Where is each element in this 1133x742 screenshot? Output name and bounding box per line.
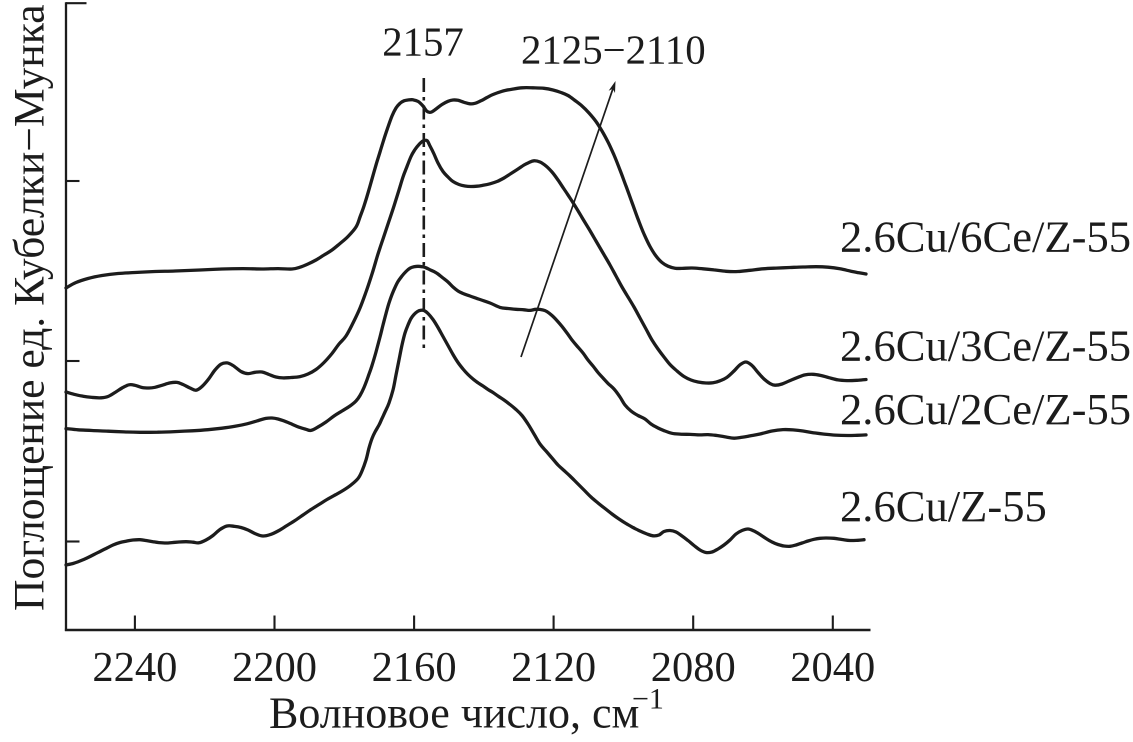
- svg-text:2157: 2157: [382, 19, 464, 64]
- svg-text:2040: 2040: [790, 644, 875, 691]
- svg-text:2080: 2080: [651, 644, 736, 691]
- svg-text:2125−2110: 2125−2110: [521, 28, 706, 73]
- svg-text:2.6Cu/2Ce/Z-55: 2.6Cu/2Ce/Z-55: [840, 384, 1131, 434]
- svg-text:2240: 2240: [92, 644, 177, 691]
- svg-text:Волновое число, см: Волновое число, см: [269, 689, 639, 738]
- svg-text:Поглощение ед. Кубелки−Мунка: Поглощение ед. Кубелки−Мунка: [6, 4, 54, 611]
- svg-text:2200: 2200: [232, 644, 317, 691]
- svg-text:2.6Cu/6Ce/Z-55: 2.6Cu/6Ce/Z-55: [840, 211, 1131, 261]
- svg-text:2.6Cu/3Ce/Z-55: 2.6Cu/3Ce/Z-55: [840, 321, 1131, 371]
- svg-text:−1: −1: [632, 683, 664, 716]
- svg-text:2160: 2160: [372, 644, 457, 691]
- svg-text:2.6Cu/Z-55: 2.6Cu/Z-55: [840, 481, 1047, 531]
- svg-text:2120: 2120: [511, 644, 596, 691]
